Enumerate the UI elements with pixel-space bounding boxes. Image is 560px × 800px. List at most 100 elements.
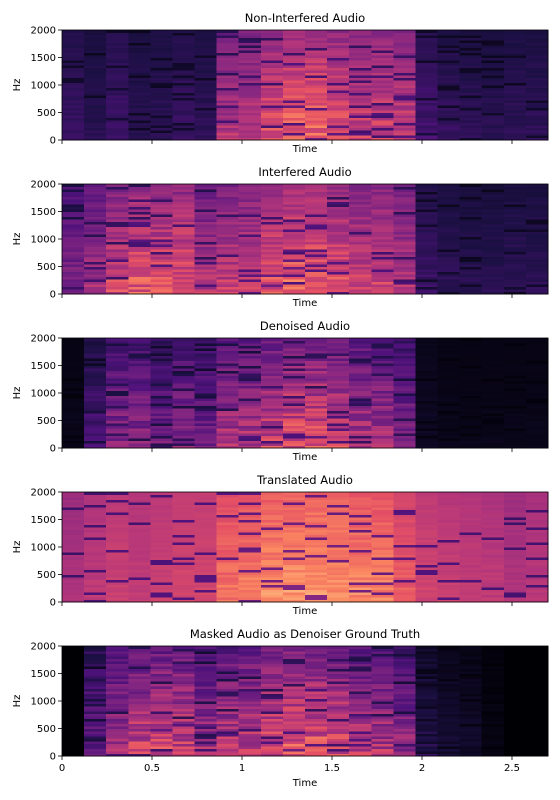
heatmap-cell <box>481 542 505 545</box>
heatmap-cell <box>371 65 394 68</box>
heatmap-cell <box>238 746 262 749</box>
heatmap-cell <box>62 726 85 729</box>
heatmap-cell <box>393 512 416 515</box>
heatmap-cell <box>371 72 394 76</box>
heatmap-cell <box>128 582 151 585</box>
heatmap-cell <box>84 251 107 255</box>
heatmap-cell <box>305 373 328 376</box>
heatmap-cell <box>260 370 284 374</box>
heatmap-cell <box>459 440 483 444</box>
heatmap-cell <box>106 340 129 344</box>
heatmap-cell <box>437 229 461 232</box>
heatmap-cell <box>194 723 218 727</box>
heatmap-cell <box>415 663 439 667</box>
heatmap-cell <box>260 398 284 401</box>
heatmap-cell <box>503 519 527 523</box>
heatmap-cell <box>481 246 505 250</box>
heatmap-cell <box>106 219 129 222</box>
heatmap-cell <box>437 726 461 729</box>
heatmap-cell <box>327 32 350 36</box>
heatmap-cell <box>194 365 218 369</box>
heatmap-cell <box>437 60 461 63</box>
heatmap-cell <box>393 428 416 431</box>
heatmap-cell <box>327 355 350 359</box>
heatmap-cell <box>371 653 394 657</box>
heatmap-cell <box>437 542 461 545</box>
heatmap-cell <box>282 408 306 411</box>
heatmap-cell <box>305 514 328 518</box>
heatmap-cell <box>260 214 284 217</box>
heatmap-cell <box>238 229 262 232</box>
heatmap-cell <box>415 509 439 513</box>
heatmap-cell <box>305 405 328 409</box>
heatmap-cell <box>194 107 218 111</box>
x-axis-label: Time <box>292 606 317 617</box>
heatmap-cell <box>238 512 262 515</box>
heatmap-cell <box>216 264 240 267</box>
heatmap-cell <box>459 733 483 737</box>
heatmap-cell <box>260 82 284 86</box>
heatmap-cell <box>238 497 262 500</box>
heatmap-cell <box>481 370 505 374</box>
heatmap-cell <box>525 368 549 371</box>
heatmap-cell <box>503 567 527 570</box>
heatmap-cell <box>393 209 416 212</box>
heatmap-cell <box>393 251 416 255</box>
heatmap-cell <box>194 658 218 662</box>
heatmap-cell <box>415 733 439 737</box>
heatmap-cell <box>349 741 372 744</box>
heatmap-cell <box>194 87 218 91</box>
heatmap-cell <box>327 82 350 86</box>
heatmap-cell <box>150 259 173 262</box>
heatmap-cell <box>282 196 306 200</box>
heatmap-cell <box>393 564 416 568</box>
heatmap-cell <box>62 191 85 195</box>
heatmap-cell <box>481 350 505 354</box>
heatmap-cell <box>393 514 416 518</box>
heatmap-cell <box>62 358 85 361</box>
heatmap-cell <box>106 741 129 744</box>
heatmap-cell <box>415 196 439 200</box>
heatmap-cell <box>194 547 218 550</box>
heatmap-cell <box>172 691 196 694</box>
heatmap-cell <box>459 345 483 349</box>
heatmap-cell <box>349 599 372 603</box>
heatmap-cell <box>437 201 461 205</box>
heatmap-cell <box>525 246 549 250</box>
heatmap-cell <box>437 107 461 111</box>
heatmap-cell <box>437 388 461 391</box>
heatmap-cell <box>503 557 527 560</box>
heatmap-cell <box>62 741 85 744</box>
heatmap-cell <box>216 45 240 48</box>
heatmap-cell <box>238 137 262 141</box>
heatmap-cell <box>371 574 394 578</box>
heatmap-cell <box>216 443 240 446</box>
heatmap-cell <box>216 509 240 513</box>
heatmap-cell <box>282 753 306 757</box>
heatmap-cell <box>371 214 394 217</box>
heatmap-cell <box>503 651 527 654</box>
heatmap-cell <box>305 721 328 724</box>
heatmap-cell <box>106 504 129 508</box>
heatmap-cell <box>481 378 505 381</box>
heatmap-cell <box>172 537 196 540</box>
heatmap-cell <box>62 274 85 277</box>
heatmap-cell <box>327 597 350 600</box>
heatmap-cell <box>84 380 107 384</box>
heatmap-cell <box>106 199 129 202</box>
heatmap-cell <box>349 656 372 659</box>
heatmap-cell <box>106 646 129 649</box>
heatmap-cell <box>393 266 416 270</box>
heatmap-cell <box>349 743 372 747</box>
heatmap-cell <box>393 55 416 58</box>
heatmap-cell <box>415 400 439 404</box>
heatmap-cell <box>305 370 328 374</box>
heatmap-cell <box>525 728 549 732</box>
heatmap-cell <box>238 678 262 682</box>
heatmap-cell <box>216 358 240 361</box>
heatmap-cell <box>128 204 151 207</box>
heatmap-cell <box>415 517 439 520</box>
heatmap-cell <box>393 388 416 391</box>
heatmap-cell <box>305 676 328 679</box>
heatmap-cell <box>216 577 240 580</box>
